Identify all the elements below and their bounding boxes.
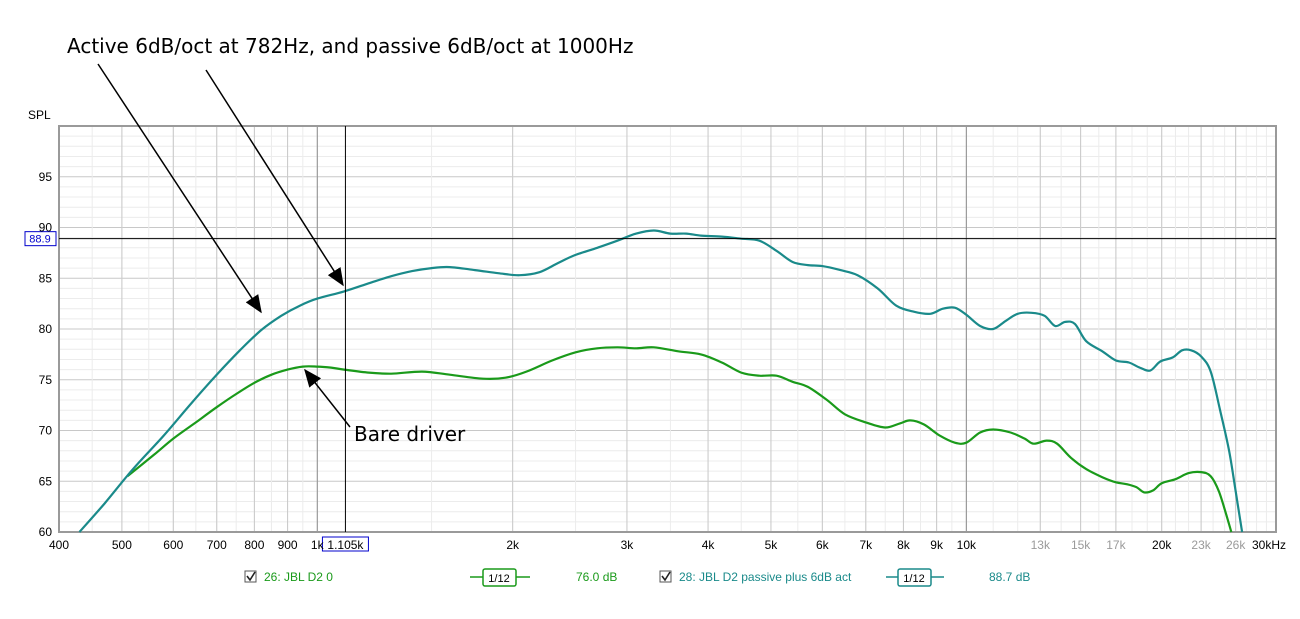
x-tick-label: 5k	[765, 538, 779, 552]
smoothing-label-26: 1/12	[488, 573, 509, 585]
y-tick-label: 70	[39, 424, 53, 438]
plot-area[interactable]	[58, 125, 1277, 533]
x-tick-label: 13k	[1031, 538, 1051, 552]
series-layer	[78, 229, 1244, 533]
cursor-y-readout: 88.9	[29, 234, 50, 246]
x-tick-label: 6k	[816, 538, 830, 552]
y-axis-ticks: 60 65 70 75 80 85 90 95	[39, 170, 53, 539]
x-tick-label: 7k	[859, 538, 873, 552]
check-icon	[661, 571, 671, 582]
x-tick-label: 4k	[702, 538, 716, 552]
x-tick-label: 17k	[1106, 538, 1126, 552]
cursor-x-readout: 1.105k	[327, 538, 364, 552]
annotation-bare-driver: Bare driver	[354, 422, 466, 446]
smoothing-button-26[interactable]	[482, 568, 517, 587]
x-tick-label: 3k	[621, 538, 635, 552]
x-tick-label: 500	[112, 538, 132, 552]
x-tick-label: 600	[163, 538, 183, 552]
x-tick-label: 15k	[1071, 538, 1091, 552]
smoothing-button-28[interactable]	[897, 568, 932, 587]
y-tick-label: 95	[39, 170, 53, 184]
annotation-crossover: Active 6dB/oct at 782Hz, and passive 6dB…	[67, 34, 633, 58]
y-tick-label: 75	[39, 373, 53, 387]
y-tick-label: 90	[39, 221, 53, 235]
smoothing-label-28: 1/12	[903, 573, 924, 585]
x-tick-label: 26k	[1226, 538, 1246, 552]
x-tick-label: 800	[244, 538, 264, 552]
legend-item-28: 28: JBL D2 passive plus 6dB act 1/12 88.…	[659, 568, 1030, 587]
x-tick-label: 1k	[311, 538, 325, 552]
x-tick-label: 23k	[1191, 538, 1211, 552]
legend-item-26: 26: JBL D2 0 1/12 76.0 dB	[244, 568, 617, 587]
y-axis-label: SPL	[28, 108, 51, 122]
grid-lines	[59, 126, 1276, 532]
legend-value-26: 76.0 dB	[576, 570, 617, 584]
series-line-26	[126, 346, 1233, 533]
check-icon	[246, 571, 256, 582]
legend-checkbox-26[interactable]	[244, 570, 257, 583]
legend-label-26: 26: JBL D2 0	[264, 570, 333, 584]
arrow-bare-driver	[304, 368, 351, 428]
legend-label-28: 28: JBL D2 passive plus 6dB act	[679, 570, 852, 584]
y-tick-label: 60	[39, 525, 53, 539]
x-axis-ticks: 400 500 600 700 800 900 1k 2k 3k 4k 5k 6k 7k 8k 9k 10k 1…	[49, 538, 1246, 552]
x-tick-label: 700	[207, 538, 227, 552]
legend-value-28: 88.7 dB	[989, 570, 1030, 584]
x-tick-label: 20k	[1152, 538, 1172, 552]
x-tick-label: 10k	[957, 538, 977, 552]
legend-checkbox-28[interactable]	[659, 570, 672, 583]
series-line-28	[78, 229, 1244, 533]
cursor-x-readout-box	[321, 536, 369, 552]
arrow-active-curve	[97, 63, 262, 314]
arrow-passive-point	[205, 69, 344, 287]
x-tick-label: 2k	[506, 538, 520, 552]
x-axis-unit-label: 30kHz	[1252, 538, 1286, 552]
x-tick-label: 8k	[897, 538, 911, 552]
x-tick-label: 9k	[930, 538, 944, 552]
cursor-y-readout-box	[24, 231, 57, 247]
y-tick-label: 65	[39, 474, 53, 488]
y-tick-label: 80	[39, 322, 53, 336]
x-tick-label: 400	[49, 538, 69, 552]
y-tick-label: 85	[39, 271, 53, 285]
cursor-layer: 88.9 1.105k	[24, 126, 1276, 552]
legend: 26: JBL D2 0 1/12 76.0 dB 28: JBL D2 pas…	[244, 568, 1030, 587]
x-tick-label: 900	[278, 538, 298, 552]
